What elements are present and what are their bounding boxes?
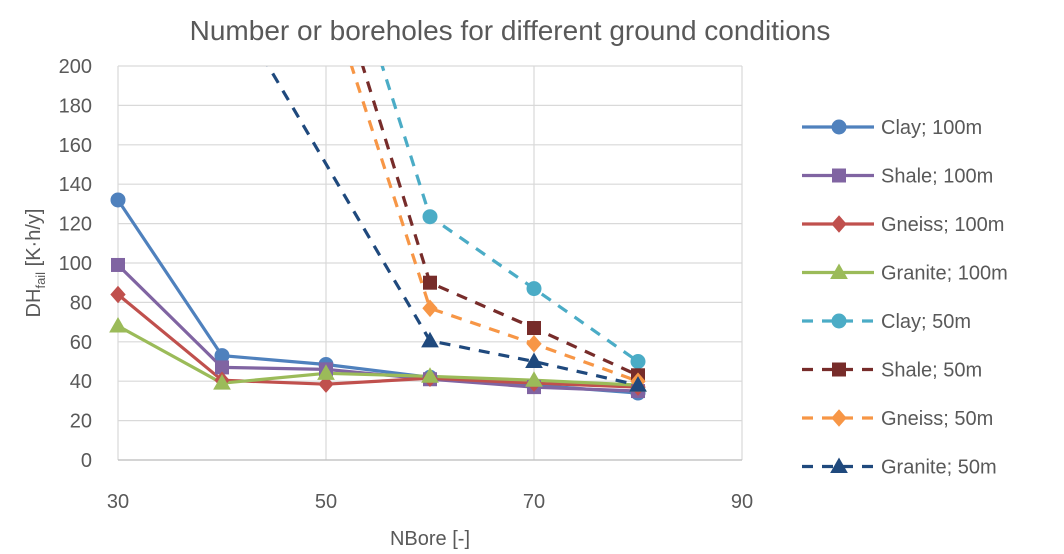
y-axis-title-sub: fail (33, 272, 48, 289)
series-line (118, 324, 639, 387)
y-tick-label: 100 (59, 253, 92, 275)
y-tick-label: 40 (70, 371, 92, 393)
series-line (266, 66, 639, 387)
legend-item: Shale; 100m (802, 166, 993, 188)
legend-marker (831, 409, 847, 427)
legend-label: Shale; 100m (881, 166, 993, 188)
x-tick-label: 70 (523, 491, 545, 513)
legend-marker (831, 119, 847, 135)
x-axis-title: NBore [-] (390, 528, 470, 550)
grid (117, 65, 743, 461)
series-line (349, 66, 639, 383)
data-point (317, 364, 335, 380)
data-point (630, 354, 646, 369)
y-tick-label: 60 (70, 332, 92, 354)
x-tick-label: 30 (107, 491, 129, 513)
data-point (318, 375, 334, 393)
data-point (423, 275, 437, 290)
y-axis-title-main: DH (23, 289, 45, 318)
data-point (525, 371, 543, 387)
y-tick-label: 200 (59, 56, 92, 78)
series-lines (118, 66, 639, 395)
y-axis-title-rest: [K·h/y] (23, 209, 45, 272)
legend: Clay; 100m Shale; 100m Gneiss; 100m Granite… (802, 117, 1008, 479)
legend-label: Granite; 100m (881, 263, 1008, 285)
data-point (526, 335, 542, 353)
legend-item: Clay; 100m (802, 117, 982, 139)
series-line (361, 66, 639, 377)
series-line (118, 293, 639, 389)
legend-label: Clay; 100m (881, 117, 982, 139)
y-axis-title: DHfail [K·h/y] (23, 209, 48, 318)
data-point (525, 352, 543, 368)
data-point (422, 209, 438, 225)
legend-marker (830, 457, 848, 473)
data-point (421, 331, 439, 348)
legend-marker (832, 168, 846, 183)
y-tick-label: 120 (59, 214, 92, 236)
legend-label: Shale; 50m (881, 360, 982, 382)
series-line (380, 66, 639, 363)
y-tick-label: 20 (70, 411, 92, 433)
data-point (111, 257, 125, 272)
y-tick-label: 160 (59, 135, 92, 157)
legend-item: Gneiss; 50m (802, 408, 993, 430)
legend-item: Clay; 50m (802, 311, 971, 333)
data-point (110, 192, 126, 208)
chart-title: Number or boreholes for different ground… (190, 15, 831, 46)
legend-item: Granite; 100m (802, 263, 1008, 285)
y-tick-label: 80 (70, 292, 92, 314)
data-point (110, 285, 126, 304)
series-line (118, 199, 639, 395)
data-point (422, 299, 438, 318)
legend-item: Granite; 50m (802, 457, 997, 479)
legend-item: Gneiss; 100m (802, 214, 1004, 236)
legend-label: Granite; 50m (881, 457, 997, 479)
legend-marker (831, 215, 847, 233)
data-point (527, 321, 541, 336)
data-point (213, 374, 231, 390)
series-markers (109, 192, 647, 401)
legend-marker (831, 313, 847, 329)
data-point (526, 281, 542, 297)
legend-label: Gneiss; 100m (881, 214, 1004, 236)
y-tick-label: 0 (81, 450, 92, 472)
tick-labels: 0 20 40 60 80 100 120 140 160 180 200 30 50 70 90 (59, 56, 754, 513)
y-tick-label: 180 (59, 95, 92, 117)
legend-label: Clay; 50m (881, 311, 971, 333)
legend-marker (832, 362, 846, 377)
legend-label: Gneiss; 50m (881, 408, 993, 430)
legend-item: Shale; 50m (802, 360, 982, 382)
data-point (421, 367, 439, 383)
data-point (629, 376, 647, 392)
y-tick-label: 140 (59, 174, 92, 196)
x-tick-label: 90 (731, 491, 753, 513)
data-point (109, 317, 127, 333)
legend-marker (830, 263, 848, 279)
x-tick-label: 50 (315, 491, 337, 513)
